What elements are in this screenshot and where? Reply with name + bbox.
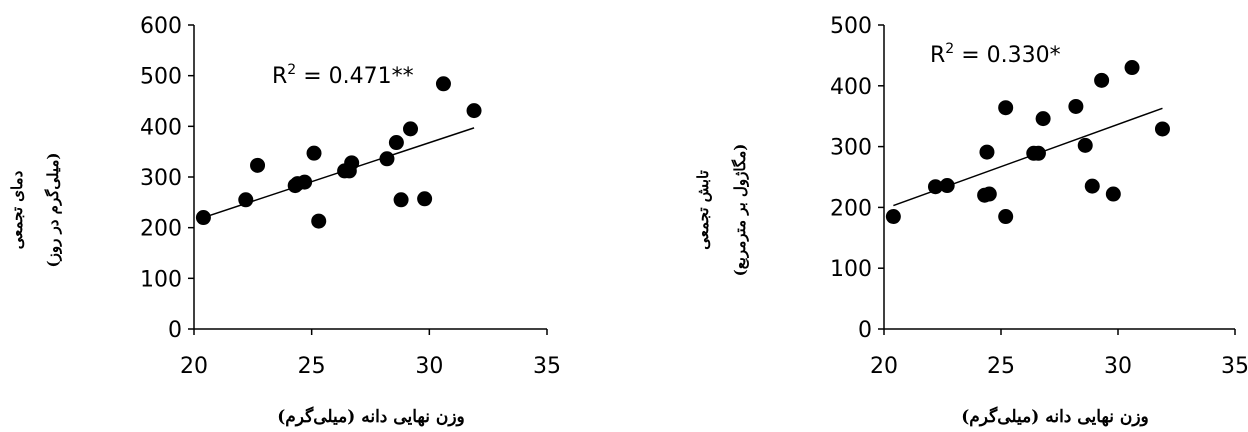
y-tick-label: 600 bbox=[140, 14, 182, 39]
data-point bbox=[927, 179, 943, 195]
chart-accumulated-temperature: 0 100 200 300 400 500 600 20 25 30 35 R2 = 0.471**… bbox=[8, 14, 561, 427]
y-tick-label: 400 bbox=[140, 115, 182, 140]
data-point bbox=[344, 155, 360, 171]
y-tick-label: 100 bbox=[830, 257, 872, 282]
data-point bbox=[1094, 72, 1110, 88]
y-tick-label: 400 bbox=[830, 75, 872, 100]
x-tick-label: 30 bbox=[415, 354, 443, 379]
plot-area: 0 100 200 300 400 500 20 25 30 35 bbox=[830, 14, 1248, 379]
data-point bbox=[393, 192, 409, 208]
x-tick-label: 35 bbox=[533, 354, 561, 379]
data-point bbox=[1035, 111, 1051, 127]
data-point bbox=[1084, 178, 1100, 194]
y-tick-label: 100 bbox=[140, 267, 182, 292]
data-point bbox=[1030, 145, 1046, 161]
data-point bbox=[250, 157, 266, 173]
y-axis-label-line2: (میلی‌گرم در روز) bbox=[44, 152, 62, 267]
data-point bbox=[435, 76, 451, 92]
x-axis-label: وزن نهایی دانه (میلی‌گرم) bbox=[277, 406, 465, 427]
data-point bbox=[297, 174, 313, 190]
data-point bbox=[939, 178, 955, 194]
data-point bbox=[306, 145, 322, 161]
x-tick-label: 20 bbox=[180, 354, 208, 379]
x-tick-label: 30 bbox=[1104, 354, 1132, 379]
y-tick-label: 200 bbox=[830, 196, 872, 221]
data-point bbox=[379, 151, 395, 167]
x-tick-label: 20 bbox=[870, 354, 898, 379]
x-axis-label: وزن نهایی دانه (میلی‌گرم) bbox=[961, 406, 1149, 427]
y-tick-label: 0 bbox=[168, 318, 182, 343]
y-tick-label: 0 bbox=[858, 318, 872, 343]
y-tick-label: 300 bbox=[140, 166, 182, 191]
data-point bbox=[1154, 121, 1170, 137]
plot-area: 0 100 200 300 400 500 600 20 25 30 35 bbox=[140, 14, 561, 379]
data-point bbox=[1068, 98, 1084, 114]
data-point bbox=[388, 135, 404, 151]
x-tick-label: 25 bbox=[987, 354, 1015, 379]
data-point bbox=[979, 144, 995, 160]
y-axis-label-line1: دمای تجمعی bbox=[8, 170, 26, 249]
data-point bbox=[998, 209, 1014, 225]
data-point bbox=[403, 121, 419, 137]
data-point bbox=[417, 191, 433, 207]
y-tick-label: 300 bbox=[830, 136, 872, 161]
data-point bbox=[981, 186, 997, 202]
data-point bbox=[998, 100, 1014, 116]
y-axis-label-line2: (مگاژول بر مترمربع) bbox=[731, 144, 749, 277]
data-point bbox=[1105, 186, 1121, 202]
y-tick-label: 500 bbox=[140, 65, 182, 90]
r-squared-annotation: R2 = 0.330* bbox=[930, 41, 1061, 68]
x-tick-label: 35 bbox=[1221, 354, 1248, 379]
data-point bbox=[1077, 137, 1093, 153]
x-tick-label: 25 bbox=[298, 354, 326, 379]
r-squared-annotation: R2 = 0.471** bbox=[272, 62, 414, 89]
chart-accumulated-radiation: 0 100 200 300 400 500 20 25 30 35 R2 = 0.330* وزن… bbox=[694, 14, 1248, 427]
y-tick-label: 200 bbox=[140, 217, 182, 242]
data-point bbox=[195, 210, 211, 226]
y-tick-label: 500 bbox=[830, 14, 872, 39]
y-axis-label-line1: تابش تجمعی bbox=[694, 170, 712, 250]
data-point bbox=[1124, 60, 1140, 76]
data-point bbox=[885, 209, 901, 225]
data-point bbox=[311, 213, 327, 229]
data-point bbox=[238, 192, 254, 208]
data-point bbox=[466, 103, 482, 119]
